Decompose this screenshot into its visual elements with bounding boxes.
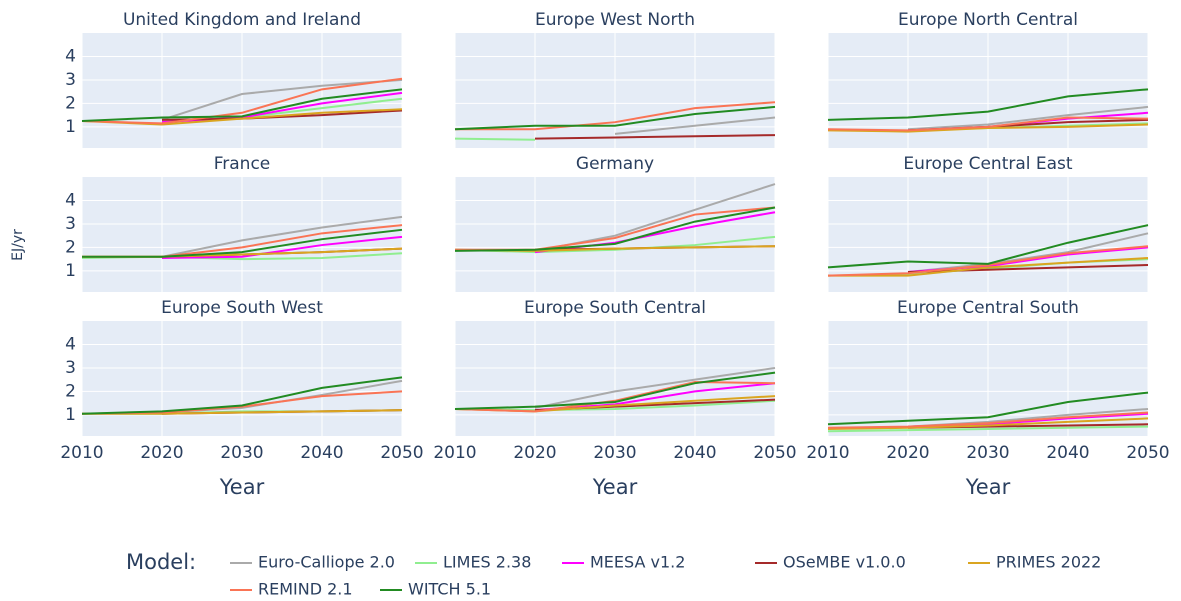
panel-title: Germany xyxy=(576,154,654,174)
y-tick-label: 3 xyxy=(65,70,76,90)
y-tick-label: 1 xyxy=(65,117,76,137)
y-tick-label: 1 xyxy=(65,261,76,281)
series-line xyxy=(827,116,1149,132)
series-line xyxy=(827,411,1149,429)
series-line xyxy=(82,228,403,258)
panel-title: Europe South Central xyxy=(524,298,706,318)
x-axis-title: Year xyxy=(219,475,265,499)
panel-title: United Kingdom and Ireland xyxy=(123,10,361,30)
y-tick-label: 2 xyxy=(65,237,76,257)
series-line xyxy=(161,78,403,121)
legend-label: Euro-Calliope 2.0 xyxy=(258,553,395,572)
x-tick-label: 2020 xyxy=(140,443,183,463)
y-tick-label: 4 xyxy=(65,190,76,210)
x-tick-label: 2010 xyxy=(60,443,103,463)
x-tick-label: 2030 xyxy=(220,443,263,463)
y-tick-label: 4 xyxy=(65,334,76,354)
legend-label: REMIND 2.1 xyxy=(258,580,353,599)
legend-label: PRIMES 2022 xyxy=(996,553,1101,572)
panel-title: Europe Central South xyxy=(897,298,1079,318)
series-line xyxy=(161,235,403,259)
x-tick-label: 2050 xyxy=(753,443,796,463)
series-line xyxy=(455,101,776,131)
panel-title: Europe South West xyxy=(161,298,323,318)
series-line xyxy=(614,116,776,135)
series-line xyxy=(454,206,776,252)
x-tick-label: 2040 xyxy=(1046,443,1089,463)
x-tick-label: 2010 xyxy=(806,443,849,463)
panel-title: France xyxy=(214,154,271,174)
series-line xyxy=(827,224,1149,269)
y-axis-title: EJ/yr xyxy=(10,229,26,261)
x-tick-label: 2030 xyxy=(593,443,636,463)
series-line xyxy=(827,88,1149,121)
panel-title: Europe West North xyxy=(535,10,695,30)
x-tick-label: 2040 xyxy=(300,443,343,463)
legend-title: Model: xyxy=(126,550,196,574)
series-line xyxy=(827,123,1149,133)
legend-label: WITCH 5.1 xyxy=(408,580,491,599)
x-tick-label: 2030 xyxy=(966,443,1009,463)
series-line xyxy=(161,215,403,258)
series-line xyxy=(534,366,776,409)
x-tick-label: 2020 xyxy=(886,443,929,463)
panel-title: Europe Central East xyxy=(903,154,1073,174)
x-tick-label: 2040 xyxy=(673,443,716,463)
series-line xyxy=(907,232,1149,274)
y-tick-label: 3 xyxy=(65,358,76,378)
series-line xyxy=(827,417,1149,430)
x-axis-title: Year xyxy=(965,475,1011,499)
legend-label: LIMES 2.38 xyxy=(443,553,531,572)
series-line xyxy=(81,88,403,123)
series-line xyxy=(454,137,536,141)
series-line xyxy=(454,371,776,411)
legend-label: OSeMBE v1.0.0 xyxy=(783,553,906,572)
y-tick-label: 2 xyxy=(65,381,76,401)
series-line xyxy=(827,391,1149,426)
series-line xyxy=(454,105,776,131)
legend-label: MEESA v1.2 xyxy=(590,553,685,572)
series-line xyxy=(827,245,1149,277)
x-axis-title: Year xyxy=(592,475,638,499)
series-line xyxy=(534,134,776,140)
y-tick-label: 3 xyxy=(65,214,76,234)
series-line xyxy=(81,77,403,125)
series-line xyxy=(828,256,1149,277)
x-tick-label: 2050 xyxy=(1126,443,1169,463)
series-line xyxy=(81,376,403,415)
y-tick-label: 1 xyxy=(65,405,76,425)
y-tick-label: 4 xyxy=(65,46,76,66)
y-tick-label: 2 xyxy=(65,93,76,113)
series-line xyxy=(534,382,776,412)
x-tick-label: 2050 xyxy=(380,443,423,463)
x-tick-label: 2020 xyxy=(513,443,556,463)
x-tick-label: 2010 xyxy=(433,443,476,463)
series-line xyxy=(454,381,776,413)
series-line xyxy=(161,109,403,121)
panel-title: Europe North Central xyxy=(898,10,1078,30)
series-line xyxy=(827,425,1149,433)
series-line xyxy=(907,105,1149,131)
